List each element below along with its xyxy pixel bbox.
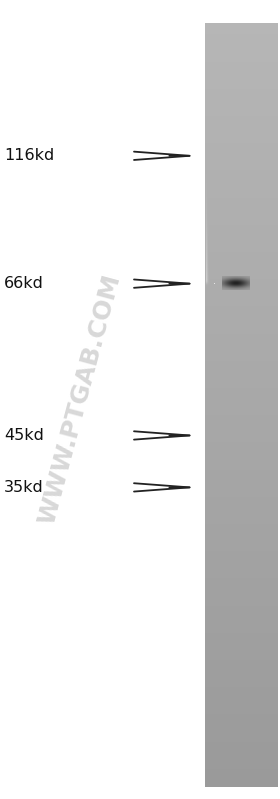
Text: 66kd: 66kd	[4, 276, 44, 291]
Text: WWW.PTGAB.COM: WWW.PTGAB.COM	[35, 272, 125, 527]
Text: 35kd: 35kd	[4, 480, 44, 495]
Text: 45kd: 45kd	[4, 428, 44, 443]
Text: 116kd: 116kd	[4, 149, 54, 163]
